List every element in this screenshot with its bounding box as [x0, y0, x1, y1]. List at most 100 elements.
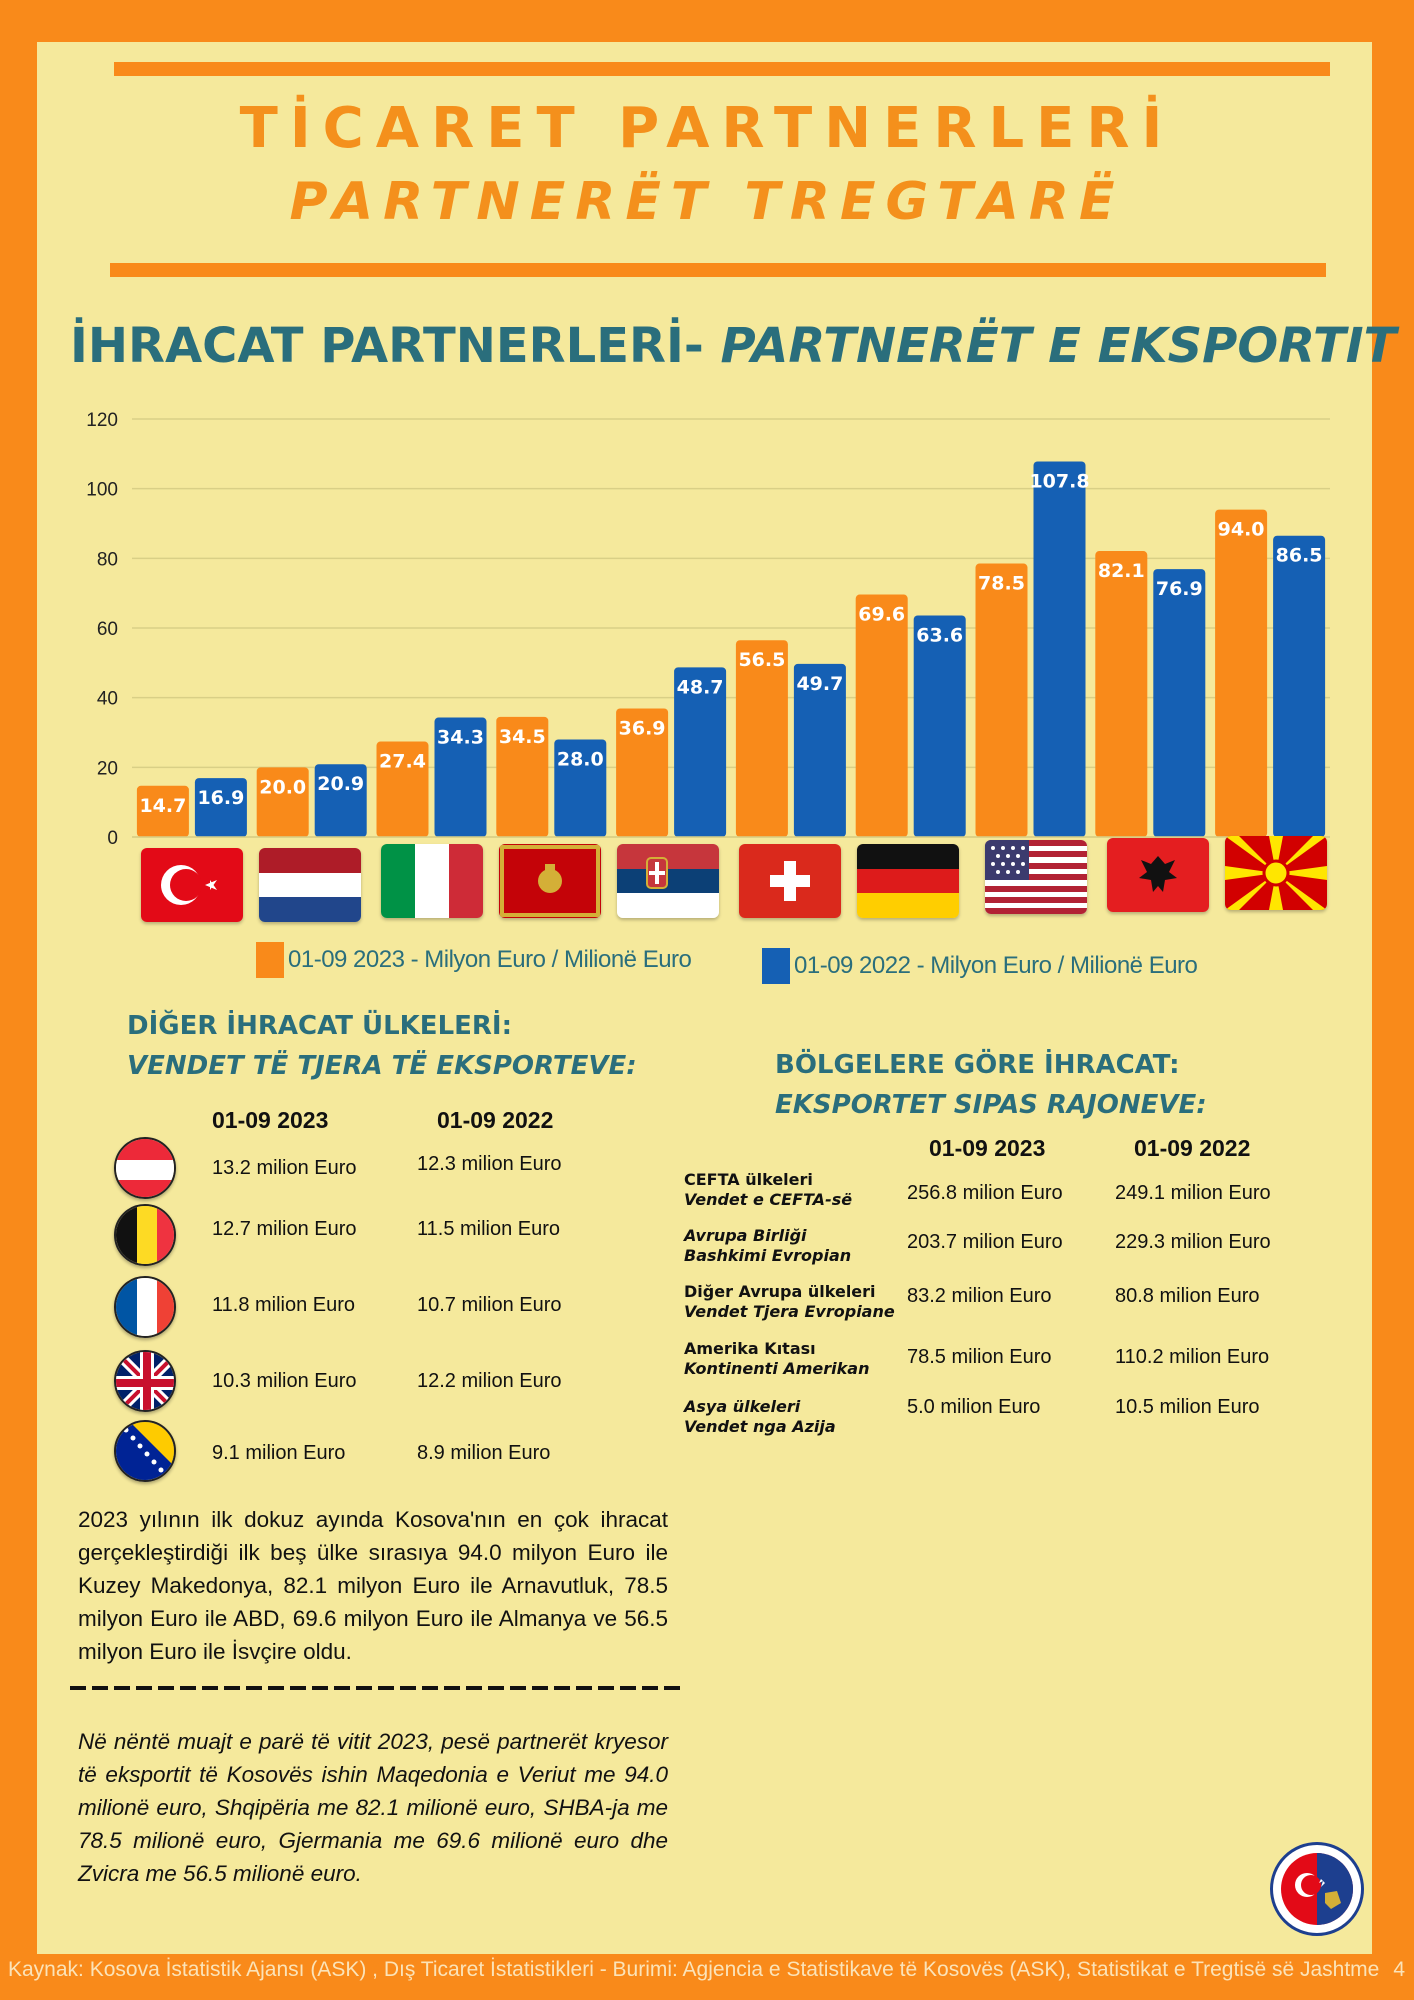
y-tick-label: 60: [97, 619, 118, 640]
data-label: 78.5: [978, 573, 1025, 595]
bar-2022: [1273, 535, 1326, 837]
data-label: 107.8: [1029, 470, 1089, 492]
region-value-2022: 10.5 milion Euro: [1115, 1396, 1260, 1418]
bar-2023: [735, 640, 788, 837]
page-number: 4: [1393, 1958, 1406, 1981]
region-name-sq: Kontinenti Amerikan: [684, 1359, 870, 1378]
bar-2022: [314, 764, 367, 837]
bar-2022: [434, 717, 487, 837]
data-label: 14.7: [139, 795, 186, 817]
region-name: Asya ülkeleri Vendet nga Azija: [684, 1397, 836, 1437]
y-tick-label: 100: [86, 480, 118, 501]
france-flag-icon: [114, 1276, 176, 1338]
data-label: 56.5: [738, 649, 785, 671]
legend-swatch-2023: [256, 942, 284, 978]
y-tick-label: 20: [97, 758, 118, 779]
content-panel: [37, 42, 1372, 1954]
other-country-value-2022: 12.3 milion Euro: [417, 1153, 562, 1175]
legend-swatch-2022: [762, 948, 790, 984]
bar-2023: [1095, 551, 1148, 837]
usa-flag-icon: [985, 840, 1087, 914]
other-countries-col-2022: 01-09 2022: [437, 1107, 554, 1133]
divider: [70, 1686, 680, 1690]
data-label: 28.0: [557, 748, 604, 770]
bosnia-flag-icon: [114, 1420, 176, 1482]
region-name: Diğer Avrupa ülkeleri Vendet Tjera Evropi…: [684, 1282, 895, 1322]
top-rule: [114, 62, 1330, 76]
regions-heading: BÖLGELERE GÖRE İHRACAT: EKSPORTET SIPAS …: [775, 1045, 1207, 1125]
other-country-value-2023: 13.2 milion Euro: [212, 1157, 357, 1179]
legend-label-2023: 01-09 2023 - Milyon Euro / Milionë Euro: [288, 946, 692, 973]
other-countries-title-tr: DİĞER İHRACAT ÜLKELERİ:: [127, 1011, 512, 1041]
austria-flag-icon: [114, 1137, 176, 1199]
region-name-sq: Bashkimi Evropian: [684, 1246, 852, 1265]
legend-item-2023: 01-09 2023 - Milyon Euro / Milionë Euro: [256, 942, 692, 978]
y-tick-label: 0: [107, 828, 118, 849]
turkey-flag-icon: [141, 848, 243, 922]
data-label: 94.0: [1218, 519, 1265, 541]
regions-title-sq: EKSPORTET SIPAS RAJONEVE:: [775, 1090, 1207, 1120]
data-label: 82.1: [1098, 560, 1145, 582]
bar-2023: [376, 741, 429, 837]
bar-2022: [793, 663, 846, 837]
bar-2023: [496, 716, 549, 837]
data-label: 20.9: [317, 773, 364, 795]
bar-2023: [616, 708, 669, 837]
region-value-2023: 203.7 milion Euro: [907, 1231, 1063, 1253]
bar-2022: [913, 615, 966, 837]
section-title-tr: İHRACAT PARTNERLERİ-: [70, 318, 721, 374]
regions-col-2023: 01-09 2023: [929, 1135, 1046, 1161]
bar-2022: [1033, 461, 1086, 837]
regions-col-2022: 01-09 2022: [1134, 1135, 1251, 1161]
legend-item-2022: 01-09 2022 - Milyon Euro / Milionë Euro: [762, 948, 1198, 984]
title-sq: PARTNERËT TREGTARË: [289, 172, 1125, 232]
data-label: 34.5: [499, 726, 546, 748]
title-tr: TİCARET PARTNERLERİ: [239, 96, 1175, 161]
region-name: Amerika Kıtası Kontinenti Amerikan: [684, 1339, 869, 1379]
region-name: CEFTA ülkeleri Vendet e CEFTA-së: [684, 1170, 852, 1210]
regions-title-tr: BÖLGELERE GÖRE İHRACAT:: [775, 1050, 1180, 1080]
data-label: 20.0: [259, 776, 306, 798]
y-tick-label: 80: [97, 549, 118, 570]
data-label: 69.6: [858, 604, 905, 626]
y-tick-label: 40: [97, 689, 118, 710]
bar-2023: [855, 594, 908, 837]
italy-flag-icon: [381, 844, 483, 918]
data-label: 34.3: [437, 727, 484, 749]
bar-2022: [194, 778, 247, 837]
region-name-sq: Vendet nga Azija: [684, 1417, 836, 1436]
data-label: 63.6: [916, 624, 963, 646]
region-name: Avrupa Birliği Bashkimi Evropian: [684, 1226, 851, 1266]
bar-2022: [674, 667, 727, 837]
region-value-2022: 80.8 milion Euro: [1115, 1285, 1260, 1307]
y-tick-label: 120: [86, 410, 118, 431]
section-title-sq: PARTNERËT E EKSPORTIT: [720, 318, 1397, 374]
other-country-value-2023: 10.3 milion Euro: [212, 1370, 357, 1392]
region-value-2023: 78.5 milion Euro: [907, 1346, 1052, 1368]
albania-flag-icon: [1107, 838, 1209, 912]
section-title: İHRACAT PARTNERLERİ- PARTNERËT E EKSPORT…: [70, 318, 1396, 374]
serbia-flag-icon: [617, 844, 719, 918]
summary-tr: 2023 yılının ilk dokuz ayında Kosova'nın…: [78, 1507, 668, 1664]
region-name-tr: Asya ülkeleri: [684, 1397, 801, 1416]
other-country-value-2023: 11.8 milion Euro: [212, 1294, 356, 1316]
data-label: 49.7: [796, 673, 843, 695]
data-label: 48.7: [677, 676, 724, 698]
other-country-value-2022: 12.2 milion Euro: [417, 1370, 562, 1392]
legend-label-2022: 01-09 2022 - Milyon Euro / Milionë Euro: [794, 952, 1198, 979]
data-label: 36.9: [619, 717, 666, 739]
footer-source-text: Kaynak: Kosova İstatistik Ajansı (ASK) ,…: [8, 1958, 1380, 1981]
region-name-tr: CEFTA ülkeleri: [684, 1170, 813, 1189]
bar-2023: [256, 767, 309, 837]
other-countries-col-2023: 01-09 2023: [212, 1107, 329, 1133]
data-label: 76.9: [1156, 578, 1203, 600]
region-value-2022: 249.1 milion Euro: [1115, 1182, 1271, 1204]
switzerland-flag-icon: [739, 844, 841, 918]
region-value-2022: 229.3 milion Euro: [1115, 1231, 1271, 1253]
data-label: 27.4: [379, 751, 426, 773]
other-country-value-2022: 11.5 milion Euro: [417, 1218, 561, 1240]
belgium-flag-icon: [114, 1204, 176, 1266]
export-bar-chart: 0 20 40 60 80 100 120 14.7 20.0 27.4 34.5 36.9 56.5 6…: [86, 410, 1330, 849]
other-countries-title-sq: VENDET TË TJERA TË EKSPORTEVE:: [127, 1051, 637, 1081]
uk-flag-icon: [114, 1350, 176, 1412]
